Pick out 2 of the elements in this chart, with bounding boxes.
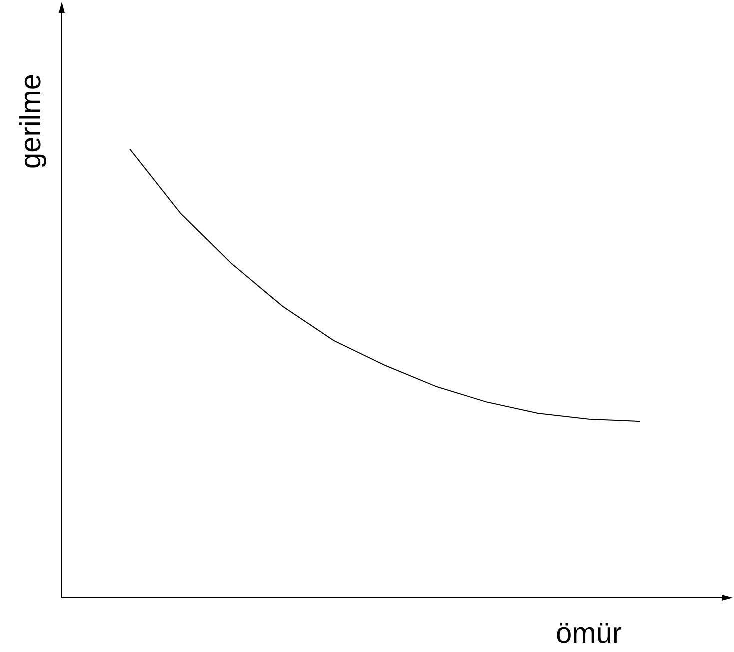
x-axis-title: ömür [556, 618, 622, 651]
y-axis-title: gerilme [16, 72, 48, 172]
